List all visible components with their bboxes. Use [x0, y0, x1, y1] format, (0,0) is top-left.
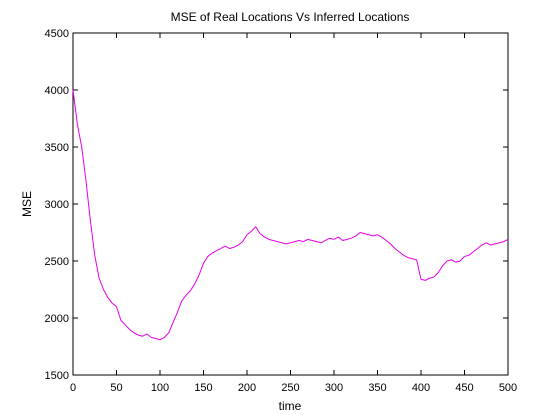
series-line-mse: [72, 89, 509, 341]
y-tick-label: 2000: [45, 313, 69, 325]
x-tick-label: 500: [499, 382, 517, 394]
chart-title: MSE of Real Locations Vs Inferred Locati…: [171, 10, 410, 24]
y-tick-label: 3500: [45, 142, 69, 154]
x-tick-label: 250: [281, 382, 299, 394]
y-tick-label: 4500: [45, 28, 69, 40]
x-axis: 0 50 100 150 200 250 300 350 400 450 500: [70, 33, 517, 394]
y-axis: 1500 2000 2500 3000 3500 4000 4500: [45, 28, 508, 382]
x-tick-label: 50: [110, 382, 122, 394]
y-axis-label: MSE: [20, 191, 34, 217]
x-axis-label: time: [279, 399, 302, 413]
y-tick-label: 2500: [45, 256, 69, 268]
plot-area-frame: [72, 32, 509, 376]
x-tick-label: 0: [70, 382, 76, 394]
y-tick-label: 3000: [45, 199, 69, 211]
x-tick-label: 400: [412, 382, 430, 394]
x-tick-label: 300: [325, 382, 343, 394]
x-tick-label: 200: [238, 382, 256, 394]
x-tick-label: 150: [194, 382, 212, 394]
x-tick-label: 350: [368, 382, 386, 394]
y-tick-label: 1500: [45, 370, 69, 382]
x-tick-label: 450: [455, 382, 473, 394]
y-tick-label: 4000: [45, 85, 69, 97]
x-tick-label: 100: [151, 382, 169, 394]
